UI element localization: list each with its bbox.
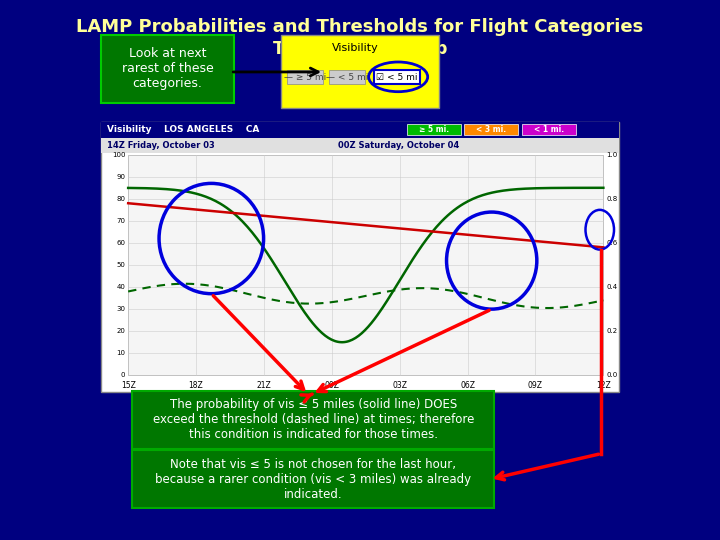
Text: ☑ < 5 mi: ☑ < 5 mi xyxy=(376,73,418,82)
FancyBboxPatch shape xyxy=(132,450,494,508)
Text: Note that vis ≤ 5 is not chosen for the last hour,
because a rarer condition (vi: Note that vis ≤ 5 is not chosen for the … xyxy=(155,458,472,501)
FancyBboxPatch shape xyxy=(281,35,439,108)
Text: 0.2: 0.2 xyxy=(606,328,617,334)
Text: 15Z: 15Z xyxy=(121,381,135,390)
Text: The probability of vis ≤ 5 miles (solid line) DOES
exceed the threshold (dashed : The probability of vis ≤ 5 miles (solid … xyxy=(153,399,474,441)
Text: Threshold Plot Tab: Threshold Plot Tab xyxy=(273,39,447,58)
FancyBboxPatch shape xyxy=(101,122,619,392)
Text: < 1 mi.: < 1 mi. xyxy=(534,125,564,134)
FancyBboxPatch shape xyxy=(132,391,494,449)
Text: 00Z Saturday, October 04: 00Z Saturday, October 04 xyxy=(338,140,459,150)
Text: LAMP Probabilities and Thresholds for Flight Categories: LAMP Probabilities and Thresholds for Fl… xyxy=(76,18,644,36)
FancyBboxPatch shape xyxy=(101,122,619,138)
Text: < 3 mi.: < 3 mi. xyxy=(477,125,506,134)
FancyBboxPatch shape xyxy=(287,70,323,84)
Text: 0.4: 0.4 xyxy=(606,284,617,290)
Text: 30: 30 xyxy=(117,306,125,312)
Text: 1.0: 1.0 xyxy=(606,152,618,158)
Text: 0.8: 0.8 xyxy=(606,196,618,202)
Text: 40: 40 xyxy=(117,284,125,290)
Text: Visibility: Visibility xyxy=(332,43,379,53)
FancyBboxPatch shape xyxy=(464,124,518,136)
Text: 80: 80 xyxy=(117,196,125,202)
Text: 09Z: 09Z xyxy=(528,381,543,390)
Text: — < 5 mi: — < 5 mi xyxy=(326,73,368,82)
Text: 06Z: 06Z xyxy=(460,381,475,390)
Text: — ≥ 5 mi: — ≥ 5 mi xyxy=(284,73,326,82)
FancyBboxPatch shape xyxy=(522,124,576,136)
Text: 20: 20 xyxy=(117,328,125,334)
FancyBboxPatch shape xyxy=(101,138,619,152)
Text: 0: 0 xyxy=(121,372,125,379)
Text: 18Z: 18Z xyxy=(189,381,204,390)
Text: ≥ 5 mi.: ≥ 5 mi. xyxy=(419,125,449,134)
Text: 50: 50 xyxy=(117,262,125,268)
Text: 21Z: 21Z xyxy=(256,381,271,390)
Text: Look at next
rarest of these
categories.: Look at next rarest of these categories. xyxy=(122,48,213,90)
FancyBboxPatch shape xyxy=(374,70,420,84)
Text: 00Z: 00Z xyxy=(324,381,339,390)
Text: 0.0: 0.0 xyxy=(606,372,618,379)
Text: Visibility    LOS ANGELES    CA: Visibility LOS ANGELES CA xyxy=(107,125,259,134)
Text: 10: 10 xyxy=(117,350,125,356)
FancyBboxPatch shape xyxy=(407,124,461,136)
Text: 60: 60 xyxy=(117,240,125,246)
Text: 100: 100 xyxy=(112,152,125,158)
Text: 14Z Friday, October 03: 14Z Friday, October 03 xyxy=(107,140,215,150)
FancyBboxPatch shape xyxy=(329,70,365,84)
Text: 90: 90 xyxy=(117,174,125,180)
FancyBboxPatch shape xyxy=(128,154,603,375)
Text: 0.6: 0.6 xyxy=(606,240,618,246)
FancyBboxPatch shape xyxy=(101,35,234,103)
Text: 12Z: 12Z xyxy=(596,381,611,390)
Text: 03Z: 03Z xyxy=(392,381,408,390)
Text: 70: 70 xyxy=(117,218,125,224)
